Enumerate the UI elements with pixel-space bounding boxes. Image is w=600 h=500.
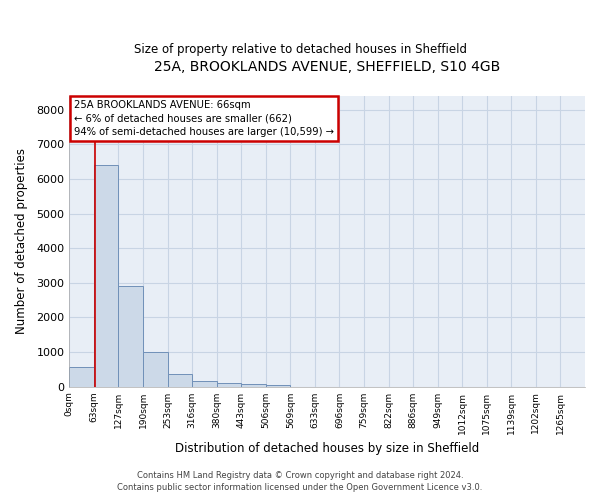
Bar [143, 352, 167, 386]
Y-axis label: Number of detached properties: Number of detached properties [15, 148, 28, 334]
Text: 25A BROOKLANDS AVENUE: 66sqm
← 6% of detached houses are smaller (662)
94% of se: 25A BROOKLANDS AVENUE: 66sqm ← 6% of det… [74, 100, 334, 137]
Bar [94, 165, 118, 386]
X-axis label: Distribution of detached houses by size in Sheffield: Distribution of detached houses by size … [175, 442, 479, 455]
Title: 25A, BROOKLANDS AVENUE, SHEFFIELD, S10 4GB: 25A, BROOKLANDS AVENUE, SHEFFIELD, S10 4… [154, 60, 500, 74]
Bar [217, 382, 241, 386]
Bar [192, 381, 217, 386]
Bar [118, 286, 143, 386]
Bar [167, 374, 192, 386]
Bar [266, 385, 290, 386]
Bar [70, 367, 94, 386]
Bar [241, 384, 266, 386]
Text: Size of property relative to detached houses in Sheffield: Size of property relative to detached ho… [133, 42, 467, 56]
Text: Contains HM Land Registry data © Crown copyright and database right 2024.
Contai: Contains HM Land Registry data © Crown c… [118, 471, 482, 492]
